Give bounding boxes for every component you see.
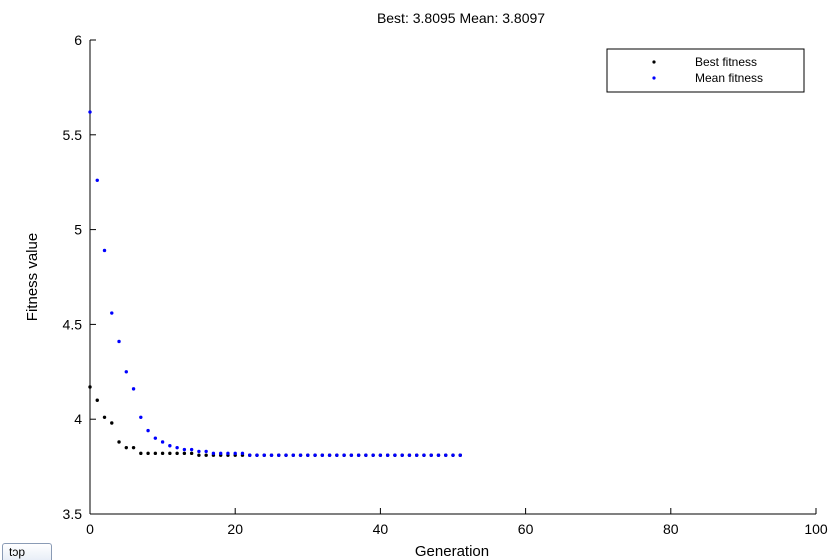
- best-fitness-point: [139, 451, 143, 456]
- mean-fitness-point: [240, 451, 245, 456]
- mean-fitness-point: [197, 449, 201, 454]
- mean-fitness-point: [139, 415, 143, 420]
- mean-fitness-point: [342, 453, 346, 457]
- mean-fitness-point: [248, 453, 252, 457]
- mean-fitness-point: [458, 453, 462, 457]
- y-tick-label: 4.5: [63, 316, 83, 332]
- best-fitness-point: [131, 445, 136, 450]
- y-tick-label: 5.5: [63, 127, 83, 143]
- data-points: [88, 110, 462, 457]
- best-fitness-point: [88, 385, 92, 389]
- best-fitness-point: [182, 451, 187, 456]
- mean-fitness-point: [102, 248, 107, 253]
- x-tick-label: 40: [373, 521, 389, 537]
- mean-fitness-point: [110, 311, 114, 315]
- x-tick-label: 100: [804, 521, 828, 537]
- mean-fitness-point: [131, 387, 136, 391]
- mean-fitness-point: [436, 453, 441, 457]
- x-axis-label: Generation: [415, 543, 489, 560]
- mean-fitness-point: [117, 339, 121, 344]
- best-fitness-point: [95, 398, 99, 402]
- best-fitness-point: [189, 451, 194, 456]
- best-fitness-point: [168, 451, 172, 456]
- mean-fitness-point: [320, 453, 325, 457]
- mean-fitness-point: [204, 449, 208, 454]
- mean-fitness-point: [298, 453, 303, 457]
- mean-fitness-point: [378, 453, 383, 457]
- mean-fitness-point: [349, 453, 354, 457]
- y-axis-label: Fitness value: [24, 233, 41, 321]
- legend-marker-mean: [652, 76, 656, 80]
- legend: Best fitness Mean fitness: [606, 48, 805, 93]
- best-fitness-point: [117, 440, 121, 444]
- x-tick-label: 60: [518, 521, 534, 537]
- mean-fitness-point: [262, 453, 266, 457]
- best-fitness-point: [146, 451, 150, 456]
- mean-fitness-point: [269, 453, 274, 457]
- y-axis-ticks: 3.5 4 4.5 5 5.5 6: [63, 32, 96, 522]
- mean-fitness-point: [88, 110, 92, 114]
- mean-fitness-point: [255, 453, 259, 457]
- mean-fitness-point: [327, 453, 332, 457]
- best-fitness-point: [204, 453, 208, 457]
- best-fitness-point: [153, 451, 158, 456]
- mean-fitness-point: [371, 453, 375, 457]
- mean-fitness-point: [407, 453, 412, 457]
- mean-fitness-point: [451, 453, 455, 457]
- mean-fitness-point: [385, 453, 390, 457]
- mean-fitness-point: [95, 178, 99, 183]
- best-fitness-point: [175, 451, 179, 456]
- mean-fitness-point: [160, 440, 165, 444]
- mean-fitness-point: [146, 428, 150, 433]
- mean-fitness-point: [400, 453, 404, 457]
- legend-box: [606, 48, 805, 93]
- y-tick-label: 5: [74, 222, 82, 238]
- x-tick-label: 80: [663, 521, 679, 537]
- mean-fitness-point: [364, 453, 368, 457]
- mean-fitness-point: [313, 453, 317, 457]
- mean-fitness-point: [168, 444, 172, 448]
- mean-fitness-point: [335, 453, 339, 457]
- axes: [89, 40, 816, 515]
- legend-label-best: Best fitness: [695, 55, 757, 69]
- mean-fitness-point: [415, 453, 419, 457]
- legend-marker-best: [652, 60, 656, 64]
- best-fitness-point: [110, 421, 114, 425]
- mean-fitness-point: [291, 453, 295, 457]
- stop-button[interactable]: tɔp: [2, 543, 52, 560]
- mean-fitness-point: [444, 453, 448, 457]
- x-axis-ticks: 0 20 40 60 80 100: [86, 508, 828, 537]
- legend-label-mean: Mean fitness: [695, 71, 763, 85]
- mean-fitness-point: [277, 453, 281, 457]
- mean-fitness-point: [422, 453, 426, 457]
- mean-fitness-point: [226, 451, 230, 456]
- mean-fitness-point: [356, 453, 361, 457]
- mean-fitness-point: [393, 453, 397, 457]
- mean-fitness-point: [284, 453, 288, 457]
- y-tick-label: 3.5: [63, 506, 83, 522]
- best-fitness-point: [197, 453, 201, 457]
- mean-fitness-point: [211, 451, 216, 456]
- best-fitness-point: [160, 451, 165, 456]
- best-fitness-point: [124, 445, 128, 450]
- mean-fitness-point: [124, 370, 128, 374]
- mean-fitness-point: [233, 451, 237, 456]
- mean-fitness-point: [429, 453, 433, 457]
- mean-fitness-point: [218, 451, 223, 456]
- y-tick-label: 4: [74, 411, 82, 427]
- mean-fitness-point: [153, 436, 158, 440]
- mean-fitness-point: [306, 453, 310, 457]
- chart-title: Best: 3.8095 Mean: 3.8097: [377, 10, 545, 26]
- best-fitness-point: [102, 415, 107, 420]
- mean-fitness-point: [175, 445, 179, 450]
- mean-fitness-point: [189, 447, 194, 452]
- x-tick-label: 20: [227, 521, 243, 537]
- y-tick-label: 6: [74, 32, 82, 48]
- x-tick-label: 0: [86, 521, 94, 537]
- mean-fitness-point: [182, 447, 187, 452]
